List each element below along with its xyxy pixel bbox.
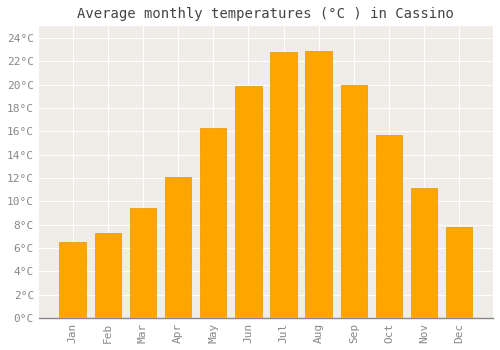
- Bar: [165, 177, 191, 318]
- Bar: [270, 52, 296, 318]
- Bar: [376, 135, 402, 318]
- Title: Average monthly temperatures (°C ) in Cassino: Average monthly temperatures (°C ) in Ca…: [78, 7, 454, 21]
- Bar: [235, 86, 262, 318]
- Bar: [200, 128, 226, 318]
- Bar: [306, 51, 332, 318]
- Bar: [340, 85, 367, 318]
- Bar: [94, 233, 121, 318]
- Bar: [411, 188, 438, 318]
- Bar: [130, 208, 156, 318]
- Bar: [60, 242, 86, 318]
- Bar: [446, 227, 472, 318]
